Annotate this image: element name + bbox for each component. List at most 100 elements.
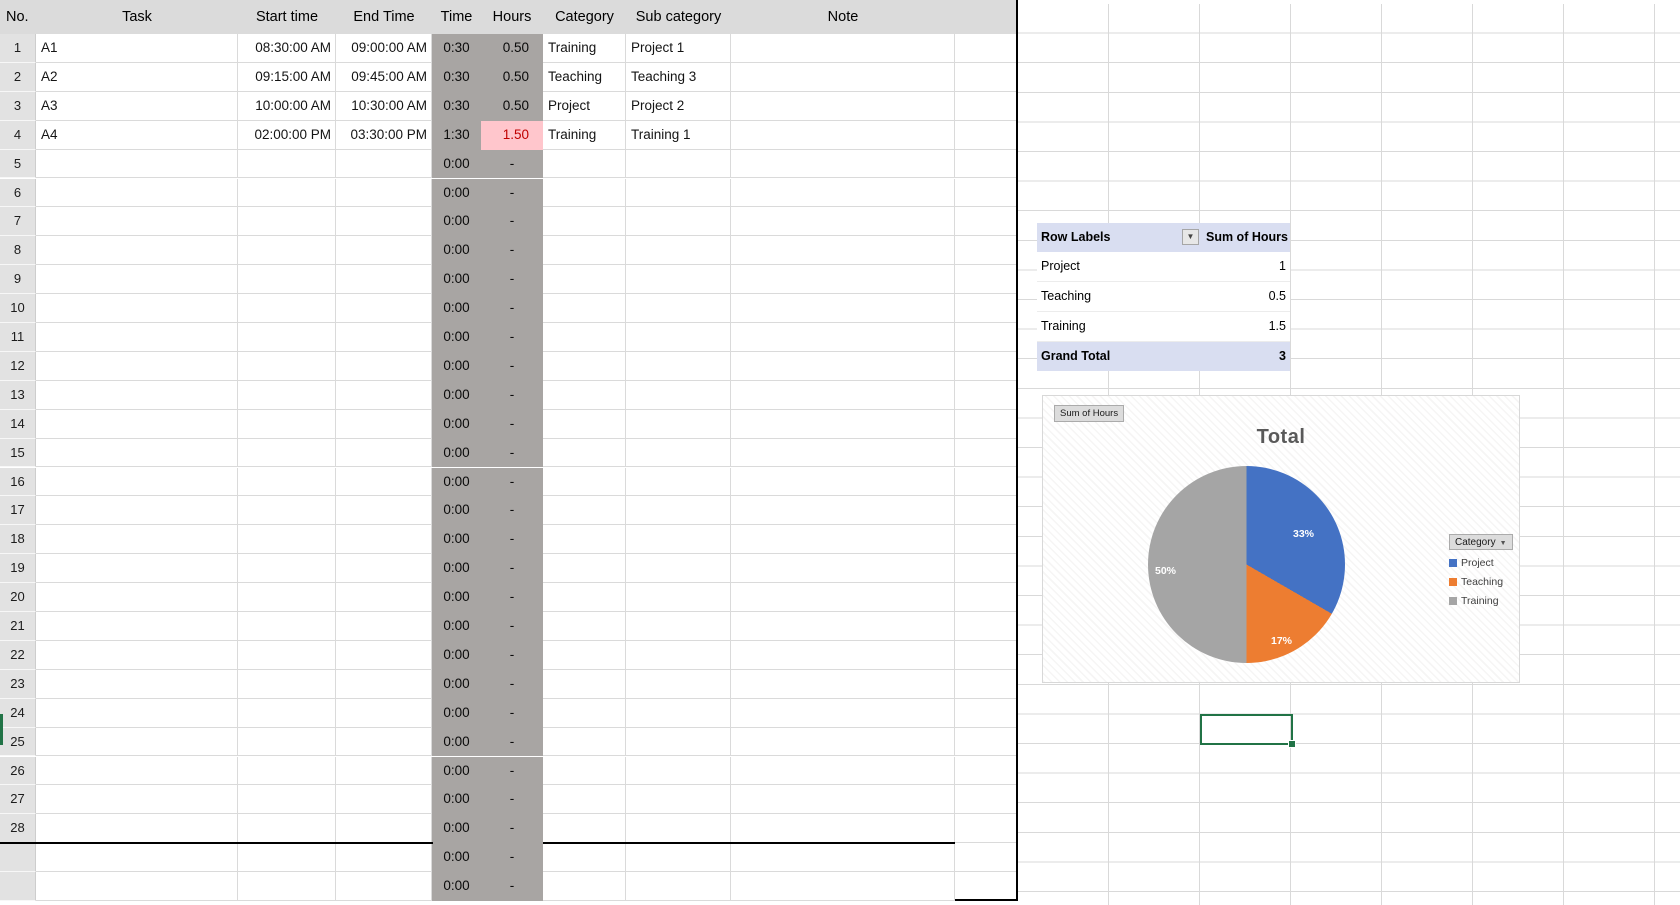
- cell-hours[interactable]: -: [481, 669, 543, 699]
- cell-extra[interactable]: [955, 814, 1017, 844]
- cell-no[interactable]: 1: [0, 34, 36, 63]
- cell-hours[interactable]: -: [481, 496, 543, 526]
- cell-start-time[interactable]: 10:00:00 AM: [238, 91, 336, 121]
- cell-time[interactable]: 0:00: [432, 207, 481, 237]
- cell-hours[interactable]: -: [481, 294, 543, 323]
- cell-category[interactable]: Training: [543, 120, 626, 150]
- cell-extra[interactable]: [955, 525, 1017, 555]
- chart-field-button[interactable]: Sum of Hours: [1054, 405, 1125, 422]
- cell-no[interactable]: 16: [0, 467, 36, 497]
- cell-time[interactable]: 0:00: [432, 438, 481, 468]
- cell-end-time[interactable]: [336, 872, 432, 901]
- cell-start-time[interactable]: [238, 438, 336, 468]
- cell-no[interactable]: 8: [0, 236, 36, 266]
- cell-no[interactable]: 20: [0, 583, 36, 612]
- cell-sub-category[interactable]: [626, 236, 731, 266]
- cell-extra[interactable]: [955, 380, 1017, 410]
- cell-category[interactable]: [543, 698, 626, 728]
- cell-hours[interactable]: -: [481, 207, 543, 237]
- cell-start-time[interactable]: [238, 843, 336, 873]
- cell-sub-category[interactable]: [626, 380, 731, 410]
- cell-note[interactable]: [731, 843, 955, 873]
- cell-sub-category[interactable]: [626, 294, 731, 323]
- cell-category[interactable]: [543, 149, 626, 179]
- cell-time[interactable]: 0:00: [432, 496, 481, 526]
- cell-task[interactable]: [36, 351, 238, 381]
- cell-no[interactable]: 21: [0, 612, 36, 641]
- cell-task[interactable]: [36, 814, 238, 844]
- cell-time[interactable]: 0:00: [432, 265, 481, 295]
- cell-sub-category[interactable]: [626, 814, 731, 844]
- legend-category-button[interactable]: Category ▼: [1449, 534, 1513, 550]
- cell-category[interactable]: [543, 872, 626, 901]
- cell-note[interactable]: [731, 409, 955, 439]
- cell-no[interactable]: 9: [0, 265, 36, 295]
- cell-note[interactable]: [731, 207, 955, 237]
- cell-hours[interactable]: -: [481, 727, 543, 757]
- cell-time[interactable]: 0:00: [432, 640, 481, 670]
- cell-start-time[interactable]: 09:15:00 AM: [238, 62, 336, 92]
- cell-no[interactable]: 19: [0, 554, 36, 584]
- cell-start-time[interactable]: [238, 467, 336, 497]
- cell-start-time[interactable]: [238, 814, 336, 844]
- filter-dropdown-icon[interactable]: ▼: [1182, 229, 1199, 245]
- pivot-row[interactable]: Training 1.5: [1037, 312, 1290, 342]
- cell-task[interactable]: [36, 612, 238, 641]
- cell-end-time[interactable]: [336, 727, 432, 757]
- cell-task[interactable]: A2: [36, 62, 238, 92]
- cell-end-time[interactable]: 09:45:00 AM: [336, 62, 432, 92]
- cell-sub-category[interactable]: [626, 872, 731, 901]
- cell-time[interactable]: 0:30: [432, 34, 481, 63]
- cell-category[interactable]: [543, 351, 626, 381]
- cell-category[interactable]: [543, 323, 626, 352]
- cell-note[interactable]: [731, 62, 955, 92]
- cell-hours[interactable]: 0.50: [481, 62, 543, 92]
- cell-start-time[interactable]: [238, 380, 336, 410]
- cell-category[interactable]: [543, 525, 626, 555]
- cell-extra[interactable]: [955, 438, 1017, 468]
- cell-note[interactable]: [731, 698, 955, 728]
- cell-sub-category[interactable]: [626, 351, 731, 381]
- cell-task[interactable]: [36, 785, 238, 815]
- cell-extra[interactable]: [955, 236, 1017, 266]
- cell-hours[interactable]: 1.50: [481, 120, 543, 150]
- cell-time[interactable]: 0:00: [432, 467, 481, 497]
- cell-task[interactable]: [36, 380, 238, 410]
- cell-note[interactable]: [731, 554, 955, 584]
- cell-time[interactable]: 0:30: [432, 91, 481, 121]
- cell-time[interactable]: 0:00: [432, 583, 481, 612]
- cell-sub-category[interactable]: [626, 207, 731, 237]
- cell-extra[interactable]: [955, 727, 1017, 757]
- cell-category[interactable]: [543, 727, 626, 757]
- cell-no[interactable]: 17: [0, 496, 36, 526]
- cell-extra[interactable]: [955, 351, 1017, 381]
- cell-end-time[interactable]: 09:00:00 AM: [336, 34, 432, 63]
- cell-note[interactable]: [731, 351, 955, 381]
- cell-category[interactable]: [543, 814, 626, 844]
- cell-start-time[interactable]: 02:00:00 PM: [238, 120, 336, 150]
- cell-end-time[interactable]: [336, 438, 432, 468]
- cell-time[interactable]: 1:30: [432, 120, 481, 150]
- cell-task[interactable]: [36, 698, 238, 728]
- cell-no[interactable]: 5: [0, 149, 36, 179]
- cell-hours[interactable]: -: [481, 351, 543, 381]
- legend-item-project[interactable]: Project: [1449, 557, 1513, 569]
- cell-category[interactable]: Teaching: [543, 62, 626, 92]
- cell-extra[interactable]: [955, 554, 1017, 584]
- cell-no[interactable]: 10: [0, 294, 36, 323]
- cell-category[interactable]: [543, 438, 626, 468]
- cell-extra[interactable]: [955, 120, 1017, 150]
- cell-note[interactable]: [731, 294, 955, 323]
- cell-end-time[interactable]: [336, 583, 432, 612]
- cell-task[interactable]: [36, 467, 238, 497]
- cell-sub-category[interactable]: [626, 727, 731, 757]
- cell-category[interactable]: [543, 640, 626, 670]
- cell-sub-category[interactable]: [626, 149, 731, 179]
- cell-task[interactable]: [36, 438, 238, 468]
- cell-start-time[interactable]: [238, 409, 336, 439]
- cell-extra[interactable]: [955, 612, 1017, 641]
- cell-time[interactable]: 0:00: [432, 149, 481, 179]
- cell-no[interactable]: 7: [0, 207, 36, 237]
- cell-note[interactable]: [731, 785, 955, 815]
- cell-sub-category[interactable]: Project 2: [626, 91, 731, 121]
